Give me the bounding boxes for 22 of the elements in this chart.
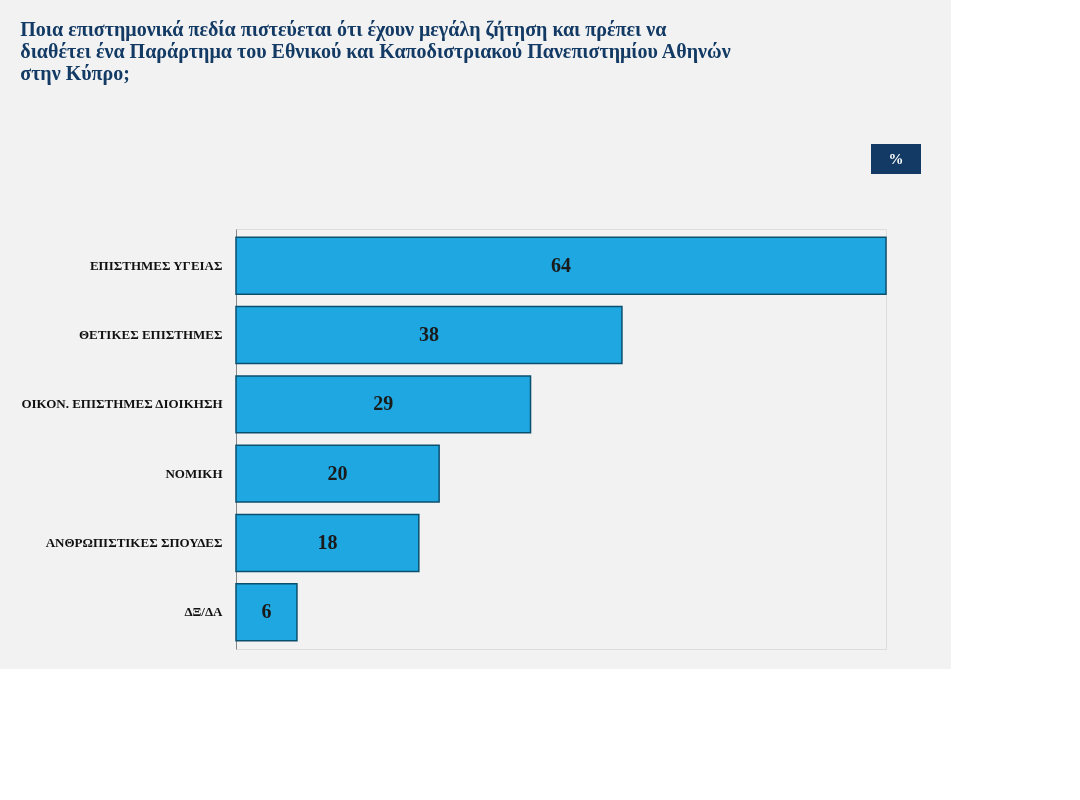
y-tick-label: ΝΟΜΙΚΗ xyxy=(165,465,223,481)
y-tick-label: ΘΕΤΙΚΕΣ ΕΠΙΣΤΗΜΕΣ xyxy=(78,327,223,343)
text: Ποια επιστημονικά πεδία πιστεύεται ότι έχουν μεγάλη ζήτηση και πρέπει να xyxy=(20,18,667,40)
bar xyxy=(235,305,623,365)
y-tick-label: ΑΝΘΡΩΠΙΣΤΙΚΕΣ ΣΠΟΥΔΕΣ xyxy=(45,534,223,550)
data-label: 64 xyxy=(551,253,571,276)
bar xyxy=(235,513,420,573)
data-label: 29 xyxy=(373,392,394,415)
bar xyxy=(235,375,532,434)
y-tick-label: ΔΞ/ΔΑ xyxy=(184,604,224,620)
data-label: 20 xyxy=(327,461,348,484)
text: διαθέτει ένα Παράρτημα του Εθνικού και Καποδιστριακού Πανεπιστημίου Αθηνών xyxy=(20,40,731,62)
bar xyxy=(235,236,887,295)
y-tick-label: ΕΠΙΣΤΗΜΕΣ ΥΓΕΙΑΣ xyxy=(89,257,223,273)
text: % xyxy=(888,151,904,167)
y-tick-label: ΟΙΚΟΝ. ΕΠΙΣΤΗΜΕΣ ΔΙΟΙΚΗΣΗ xyxy=(21,396,223,412)
bar xyxy=(235,444,440,503)
data-label: 18 xyxy=(317,530,338,553)
data-label: 38 xyxy=(418,323,439,346)
text: στην Κύπρο; xyxy=(20,62,130,84)
data-label: 6 xyxy=(261,600,272,623)
bar xyxy=(235,583,298,642)
